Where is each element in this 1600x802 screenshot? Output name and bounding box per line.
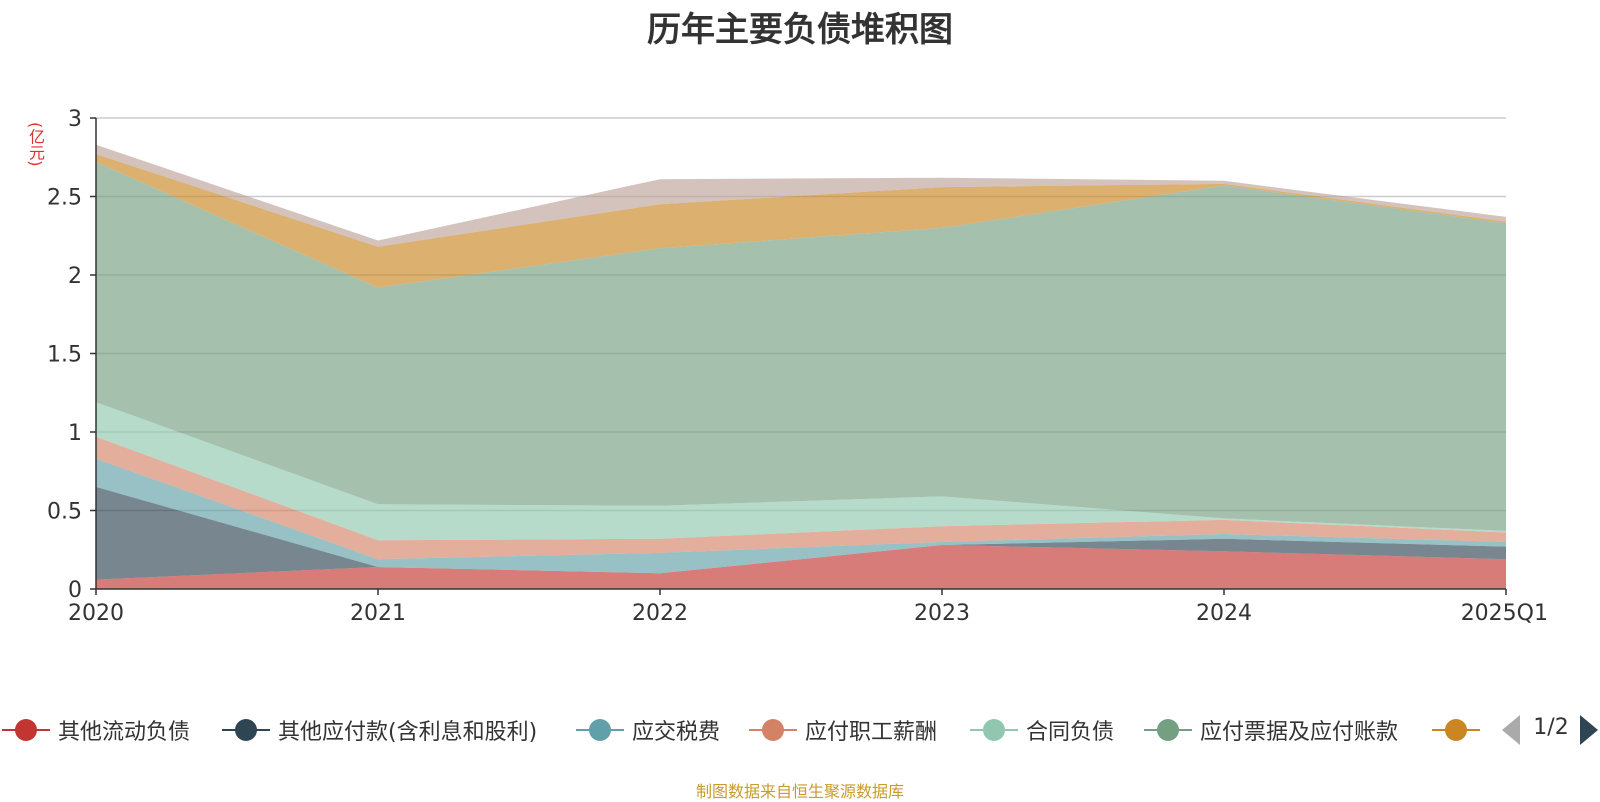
y-tick-label: 1 bbox=[68, 421, 82, 446]
x-tick-label: 2025Q1 bbox=[1461, 601, 1548, 626]
area-series-4 bbox=[96, 402, 1506, 541]
axes: 0 0.5 1 1.5 2 2.5 3 2020 2021 2022 2023 2024 2025Q1 bbox=[47, 107, 1548, 626]
legend-item[interactable]: 其他应付款(含利息和股利) bbox=[222, 710, 537, 750]
area-series-0 bbox=[96, 545, 1506, 589]
y-tick-label: 2.5 bbox=[47, 186, 82, 211]
area-series-2 bbox=[96, 458, 1506, 574]
y-tick-label: 1.5 bbox=[47, 343, 82, 368]
legend-label: 其他流动负债 bbox=[58, 720, 191, 745]
y-tick-label: 3 bbox=[68, 107, 82, 132]
legend-marker-icon bbox=[222, 710, 270, 750]
legend-item[interactable] bbox=[1432, 710, 1480, 750]
legend-marker-icon bbox=[749, 710, 797, 750]
legend-item[interactable]: 其他流动负债 bbox=[2, 710, 190, 750]
area-series-7 bbox=[96, 144, 1506, 247]
x-tick-label: 2020 bbox=[68, 601, 124, 626]
legend-marker-icon bbox=[2, 710, 50, 750]
legend: 其他流动负债 其他应付款(含利息和股利) 应交税费 应付职工薪酬 合同负债 应付票据及应付… bbox=[0, 710, 1600, 750]
legend-item[interactable]: 合同负债 bbox=[970, 710, 1114, 750]
y-tick-label: 0.5 bbox=[47, 500, 82, 525]
legend-marker-icon bbox=[970, 710, 1018, 750]
legend-label: 应付票据及应付账款 bbox=[1200, 720, 1399, 745]
x-tick-label: 2022 bbox=[632, 601, 688, 626]
legend-page-indicator: 1/2 bbox=[1533, 715, 1569, 740]
legend-label: 应交税费 bbox=[632, 720, 721, 745]
legend-marker-icon bbox=[1432, 710, 1480, 750]
y-axis-unit-label: (亿元) bbox=[26, 122, 45, 167]
x-tick-label: 2021 bbox=[350, 601, 406, 626]
legend-prev-page-icon[interactable] bbox=[1502, 715, 1520, 745]
legend-item[interactable]: 应付票据及应付账款 bbox=[1144, 710, 1398, 750]
area-series-1 bbox=[96, 486, 1506, 580]
legend-label: 其他应付款(含利息和股利) bbox=[278, 720, 538, 745]
area-series-6 bbox=[96, 154, 1506, 288]
y-tick-label: 2 bbox=[68, 264, 82, 289]
area-series-5 bbox=[96, 162, 1506, 531]
data-source-note: 制图数据来自恒生聚源数据库 bbox=[695, 782, 904, 801]
legend-marker-icon bbox=[576, 710, 624, 750]
legend-next-page-icon[interactable] bbox=[1580, 715, 1598, 745]
legend-item[interactable]: 应交税费 bbox=[576, 710, 720, 750]
legend-pager: 1/2 bbox=[1496, 712, 1600, 748]
chart-title: 历年主要负债堆积图 bbox=[647, 10, 953, 50]
legend-marker-icon bbox=[1144, 710, 1192, 750]
stacked-area-chart: 0 0.5 1 1.5 2 2.5 3 2020 2021 2022 2023 2024 2025Q1 bbox=[47, 107, 1548, 626]
legend-label: 应付职工薪酬 bbox=[805, 720, 938, 745]
area-series-3 bbox=[96, 436, 1506, 560]
x-tick-label: 2024 bbox=[1196, 601, 1252, 626]
legend-label: 合同负债 bbox=[1026, 720, 1115, 745]
y-tick-label: 0 bbox=[68, 578, 82, 603]
area-series-layer bbox=[96, 144, 1506, 589]
legend-item[interactable]: 应付职工薪酬 bbox=[749, 710, 937, 750]
x-tick-label: 2023 bbox=[914, 601, 970, 626]
